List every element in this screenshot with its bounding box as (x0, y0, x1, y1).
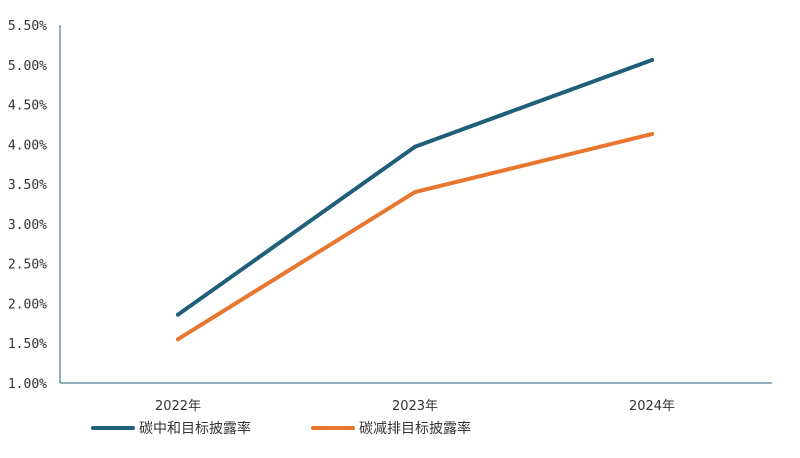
y-tick-label: 5.00% (8, 59, 47, 74)
data-point (650, 58, 654, 62)
data-point (650, 132, 654, 136)
x-tick-labels: 2022年 2023年 2024年 (155, 399, 675, 414)
series-lines (176, 58, 654, 342)
y-tick-label: 2.00% (8, 297, 47, 312)
data-point (176, 312, 180, 317)
legend-label: 碳减排目标披露率 (359, 420, 471, 437)
y-tick-labels: 1.00% 1.50% 2.00% 2.50% 3.00% 3.50% 4.00% 4.50%… (8, 19, 47, 392)
y-tick-label: 1.00% (8, 377, 47, 392)
y-tick-label: 5.50% (8, 19, 47, 34)
y-tick-label: 4.00% (8, 138, 47, 153)
y-tick-label: 3.00% (8, 218, 47, 233)
chart-axes (59, 25, 772, 384)
x-tick-label: 2023年 (392, 399, 438, 414)
legend: 碳中和目标披露率 碳减排目标披露率 (91, 420, 471, 437)
y-tick-label: 2.50% (8, 258, 47, 273)
legend-item: 碳减排目标披露率 (311, 420, 471, 437)
y-tick-label: 3.50% (8, 178, 47, 193)
legend-item: 碳中和目标披露率 (91, 420, 251, 437)
series-line-2 (176, 132, 654, 342)
data-point (413, 190, 417, 195)
x-tick-label: 2024年 (629, 399, 675, 414)
data-point (413, 144, 417, 149)
data-point (176, 337, 180, 342)
x-tick-label: 2022年 (155, 399, 201, 414)
legend-label: 碳中和目标披露率 (139, 420, 251, 437)
y-tick-label: 4.50% (8, 99, 47, 114)
series-line-1 (176, 58, 654, 317)
y-tick-label: 1.50% (8, 337, 47, 352)
